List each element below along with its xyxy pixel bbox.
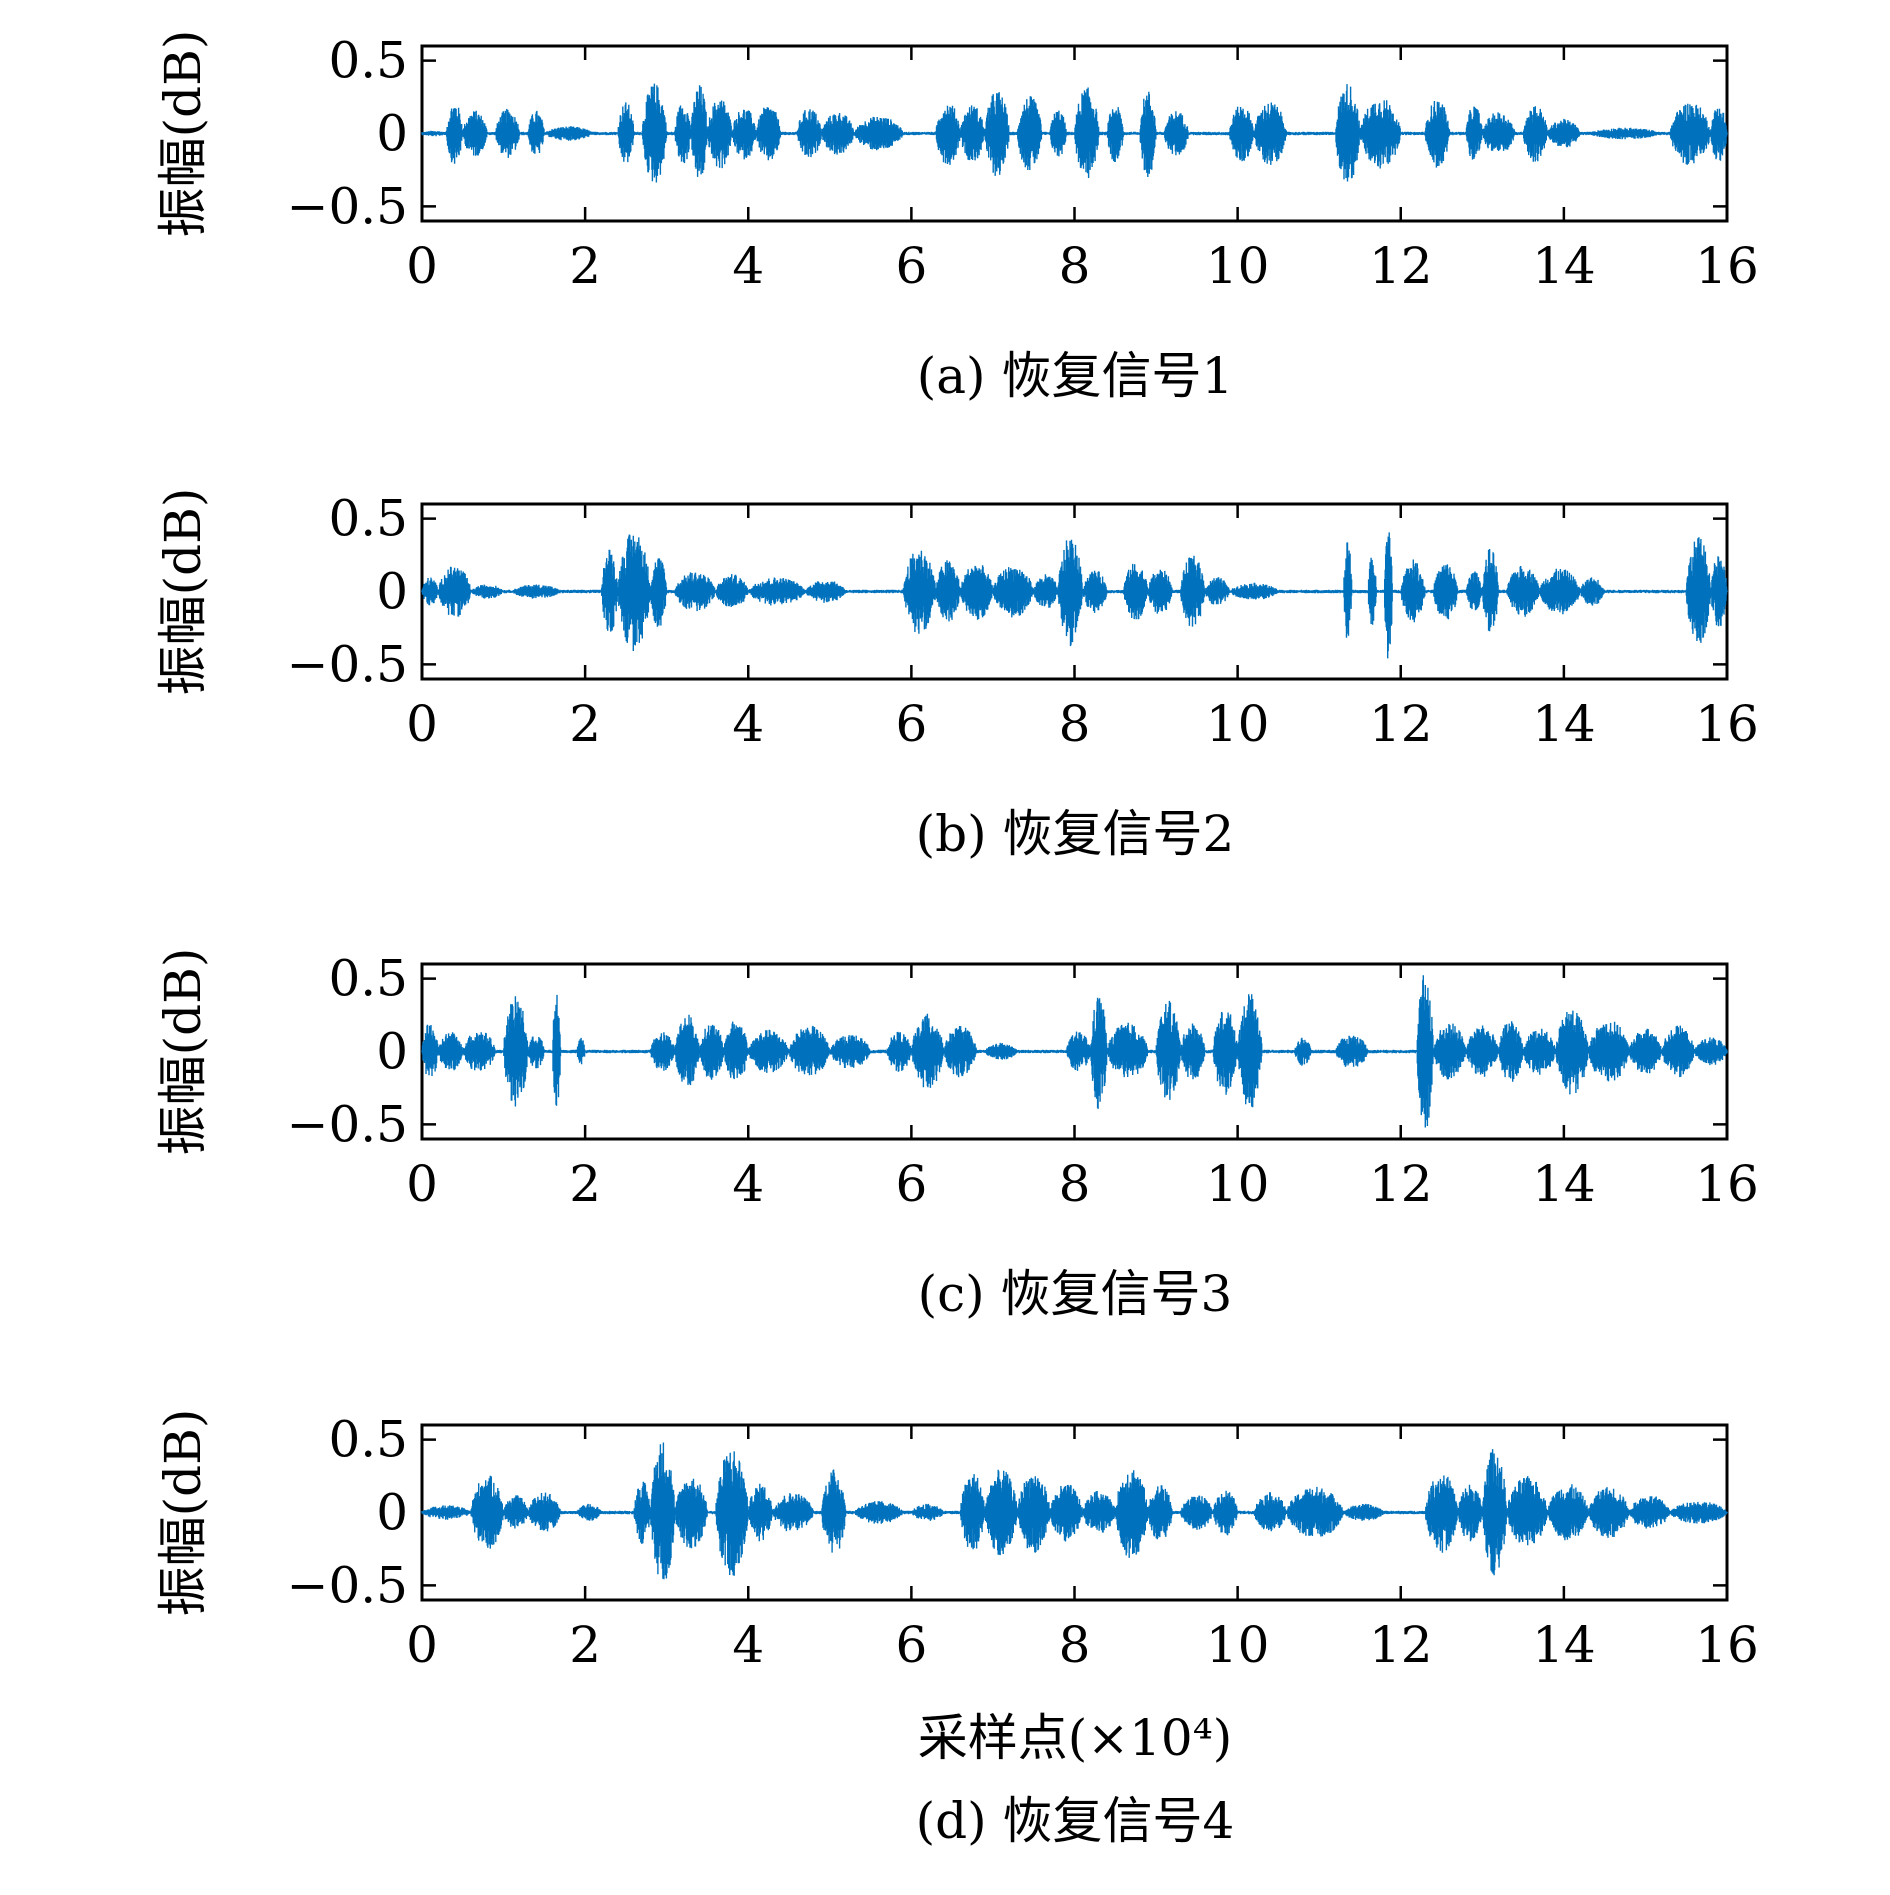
- x-tick-labels: 0 2 4 6 8 10 12 14 16: [406, 237, 1759, 295]
- y-tick-labels: 0.5 0 −0.5: [287, 950, 408, 1154]
- x-tick-labels: 0 2 4 6 8 10 12 14 16: [406, 695, 1759, 753]
- x-tick-label: 16: [1695, 237, 1759, 295]
- x-tick-label: 12: [1369, 1155, 1433, 1213]
- x-tick-label: 2: [569, 237, 601, 295]
- x-tick-label: 6: [895, 1616, 927, 1674]
- y-tick-labels: 0.5 0 −0.5: [287, 32, 408, 236]
- x-tick-label: 10: [1206, 695, 1270, 753]
- x-tick-label: 8: [1059, 237, 1091, 295]
- panel-caption: (b) 恢复信号2: [916, 805, 1235, 863]
- x-tick-label: 6: [895, 237, 927, 295]
- y-tick-label: −0.5: [287, 635, 408, 693]
- x-tick-label: 12: [1369, 695, 1433, 753]
- x-tick-label: 6: [895, 1155, 927, 1213]
- waveform-series: [421, 83, 1728, 183]
- x-tick-labels: 0 2 4 6 8 10 12 14 16: [406, 1616, 1759, 1674]
- y-tick-label: 0: [376, 563, 408, 621]
- x-tick-label: 16: [1695, 1616, 1759, 1674]
- x-tick-label: 2: [569, 695, 601, 753]
- x-tick-label: 10: [1206, 1155, 1270, 1213]
- y-tick-label: 0: [376, 105, 408, 163]
- x-tick-label: 4: [732, 695, 764, 753]
- x-tick-label: 2: [569, 1616, 601, 1674]
- panel-caption: (c) 恢复信号3: [918, 1265, 1233, 1323]
- waveform-series: [421, 1442, 1728, 1580]
- y-tick-labels: 0.5 0 −0.5: [287, 1411, 408, 1615]
- panel-b: 0 2 4 6 8 10 12 14 16 0.50−0.5 振幅(dB) (b) 恢复信号2: [154, 488, 1759, 863]
- x-tick-label: 0: [406, 1155, 438, 1213]
- y-tick-label: 0.5: [328, 490, 408, 548]
- panel-caption: (a) 恢复信号1: [917, 347, 1234, 405]
- x-tick-label: 4: [732, 1616, 764, 1674]
- y-tick-label: 0.5: [328, 1411, 408, 1469]
- panel-c: 0 2 4 6 8 10 12 14 16 0.50−0.5 振幅(dB) (c) 恢复信号3: [154, 948, 1759, 1323]
- x-tick-label: 10: [1206, 1616, 1270, 1674]
- x-tick-label: 0: [406, 237, 438, 295]
- x-tick-label: 8: [1059, 1616, 1091, 1674]
- panel-a: 0 2 4 6 8 10 12 14 16 0.50−0.5 振幅(dB) (a) 恢复信号1: [154, 30, 1759, 405]
- x-axis-label: 采样点(×10⁴): [918, 1709, 1233, 1767]
- x-tick-labels: 0 2 4 6 8 10 12 14 16: [406, 1155, 1759, 1213]
- y-axis-label: 振幅(dB): [154, 488, 212, 696]
- y-tick-label: 0: [376, 1023, 408, 1081]
- x-tick-label: 14: [1532, 237, 1596, 295]
- panel-caption: (d) 恢复信号4: [916, 1792, 1235, 1850]
- y-tick-label: −0.5: [287, 1556, 408, 1614]
- y-tick-label: 0.5: [328, 32, 408, 90]
- y-tick-label: −0.5: [287, 1095, 408, 1153]
- x-tick-label: 8: [1059, 1155, 1091, 1213]
- x-tick-label: 6: [895, 695, 927, 753]
- panel-d: 0 2 4 6 8 10 12 14 16 0.50−0.5 振幅(dB) 采样点(×10⁴) …: [154, 1409, 1759, 1850]
- x-tick-label: 16: [1695, 1155, 1759, 1213]
- x-tick-label: 16: [1695, 695, 1759, 753]
- x-tick-label: 2: [569, 1155, 601, 1213]
- x-tick-label: 4: [732, 1155, 764, 1213]
- waveform-series: [421, 532, 1728, 659]
- y-tick-labels: 0.5 0 −0.5: [287, 490, 408, 694]
- x-tick-label: 12: [1369, 237, 1433, 295]
- y-axis-label: 振幅(dB): [154, 948, 212, 1156]
- x-tick-label: 10: [1206, 237, 1270, 295]
- x-tick-label: 14: [1532, 695, 1596, 753]
- x-tick-label: 8: [1059, 695, 1091, 753]
- x-tick-label: 0: [406, 1616, 438, 1674]
- y-tick-label: 0.5: [328, 950, 408, 1008]
- y-tick-label: 0: [376, 1484, 408, 1542]
- x-tick-label: 0: [406, 695, 438, 753]
- y-axis-label: 振幅(dB): [154, 1409, 212, 1617]
- waveform-series: [421, 975, 1728, 1128]
- x-tick-label: 14: [1532, 1616, 1596, 1674]
- y-tick-label: −0.5: [287, 177, 408, 235]
- x-tick-label: 4: [732, 237, 764, 295]
- x-tick-label: 14: [1532, 1155, 1596, 1213]
- x-tick-label: 12: [1369, 1616, 1433, 1674]
- y-axis-label: 振幅(dB): [154, 30, 212, 238]
